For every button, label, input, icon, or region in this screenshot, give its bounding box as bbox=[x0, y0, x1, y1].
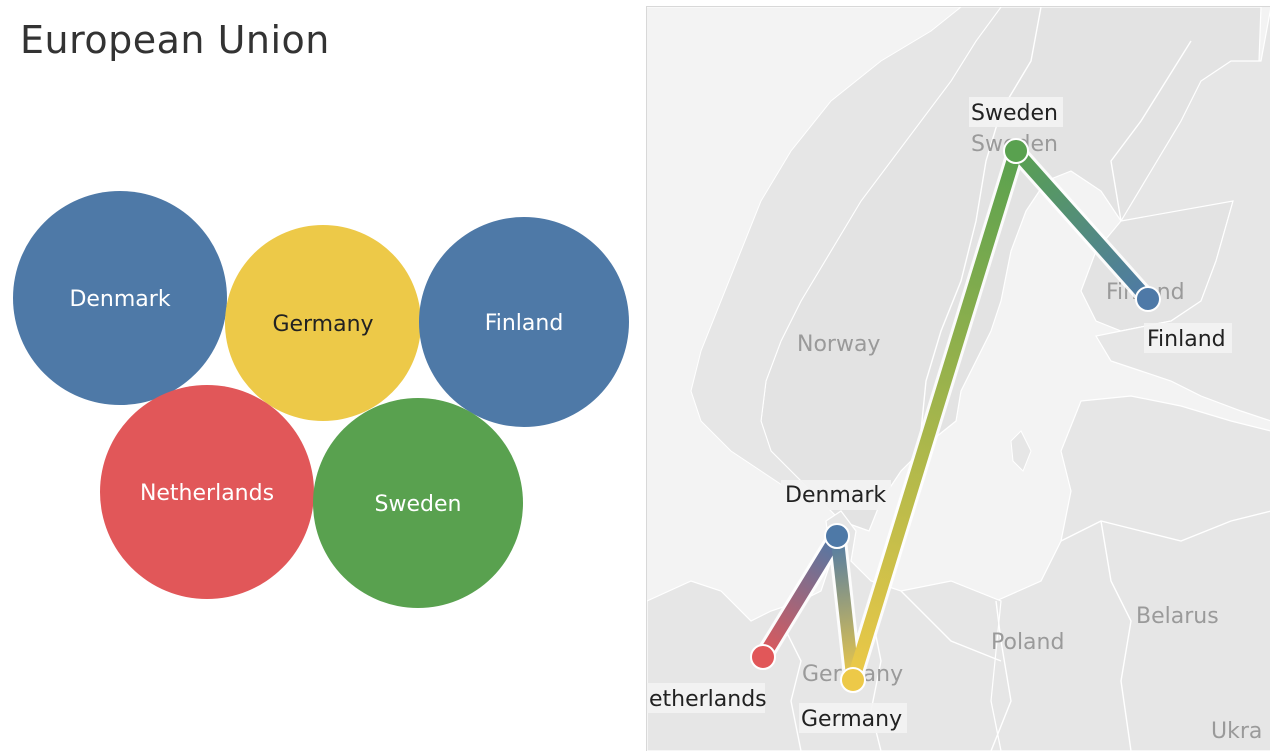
basemap-label-belarus: Belarus bbox=[1136, 604, 1219, 629]
point-denmark[interactable] bbox=[824, 523, 850, 549]
point-germany[interactable] bbox=[840, 667, 866, 693]
bubble-label-finland: Finland bbox=[485, 311, 564, 336]
point-label-denmark: Denmark bbox=[785, 483, 886, 508]
route-path[interactable] bbox=[756, 144, 1155, 687]
point-label-finland: Finland bbox=[1147, 327, 1226, 352]
point-finland[interactable] bbox=[1135, 286, 1161, 312]
bubble-circle-sweden[interactable] bbox=[313, 398, 523, 608]
bubble-circle-denmark[interactable] bbox=[13, 191, 227, 405]
packed-bubble-chart: Denmark Germany Finland Netherlands Sweden bbox=[13, 191, 629, 608]
map-svg: Sweden Norway Finland Germany Poland Bel… bbox=[647, 7, 1270, 751]
bubble-germany[interactable]: Germany bbox=[225, 225, 421, 421]
bubble-label-sweden: Sweden bbox=[375, 492, 462, 517]
bubble-label-denmark: Denmark bbox=[69, 287, 170, 312]
map-view[interactable]: Sweden Norway Finland Germany Poland Bel… bbox=[646, 6, 1270, 751]
point-label-sweden: Sweden bbox=[971, 101, 1058, 126]
bubble-circle-germany[interactable] bbox=[225, 225, 421, 421]
bubble-sweden[interactable]: Sweden bbox=[313, 398, 523, 608]
basemap-label-norway: Norway bbox=[797, 332, 880, 357]
bubble-label-germany: Germany bbox=[272, 312, 373, 337]
route-segment-sweden-finland[interactable] bbox=[1009, 144, 1155, 306]
dashboard-title: European Union bbox=[20, 18, 330, 62]
route-segment-netherlands-denmark[interactable] bbox=[756, 529, 844, 664]
point-netherlands[interactable] bbox=[750, 644, 776, 670]
point-labels: Sweden Finland Denmark etherlands German… bbox=[647, 97, 1232, 733]
land-finland-east bbox=[1095, 9, 1270, 422]
route-points[interactable] bbox=[750, 138, 1161, 693]
point-label-netherlands: etherlands bbox=[649, 687, 767, 712]
point-label-germany: Germany bbox=[801, 707, 902, 732]
bubble-finland[interactable]: Finland bbox=[419, 217, 629, 427]
basemap-label-poland: Poland bbox=[991, 630, 1064, 655]
basemap-label-ukraine: Ukra bbox=[1211, 719, 1262, 744]
bubble-netherlands[interactable]: Netherlands bbox=[100, 385, 314, 599]
bubble-circle-netherlands[interactable] bbox=[100, 385, 314, 599]
bubble-denmark[interactable]: Denmark bbox=[13, 191, 227, 405]
route-segment-germany-sweden[interactable] bbox=[846, 144, 1023, 687]
bubble-label-netherlands: Netherlands bbox=[140, 481, 274, 506]
point-sweden[interactable] bbox=[1003, 138, 1029, 164]
bubble-circle-finland[interactable] bbox=[419, 217, 629, 427]
route-segment-denmark-germany[interactable] bbox=[830, 529, 860, 687]
land-gotland bbox=[1010, 430, 1032, 472]
